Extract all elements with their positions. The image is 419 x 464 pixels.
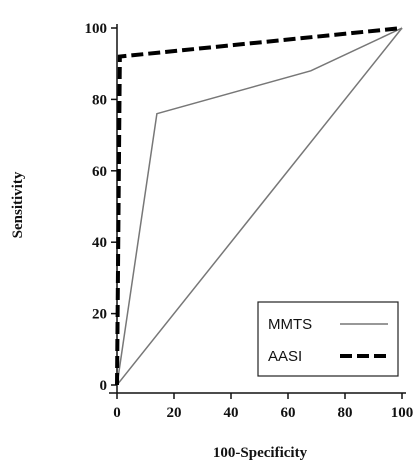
- y-tick-label: 60: [92, 164, 107, 180]
- y-axis-ticks: 0 20 40 60 80 100: [85, 21, 117, 394]
- x-tick-label: 60: [281, 405, 296, 421]
- y-tick-label: 100: [85, 21, 108, 37]
- series-layer: [115, 26, 403, 386]
- y-tick-label: 0: [100, 378, 108, 394]
- x-axis-ticks: 0 20 40 60 80 100: [113, 393, 413, 421]
- reference-diagonal-line: [116, 27, 403, 386]
- x-tick-label: 100: [391, 405, 414, 421]
- legend: MMTS AASI: [257, 301, 399, 377]
- x-tick-label: 0: [113, 405, 121, 421]
- legend-label-aasi: AASI: [268, 348, 302, 365]
- x-tick-label: 80: [338, 405, 353, 421]
- legend-label-mmts: MMTS: [268, 316, 312, 333]
- y-tick-label: 40: [92, 235, 107, 251]
- x-tick-label: 40: [224, 405, 239, 421]
- y-axis-label: Sensitivity: [10, 171, 26, 238]
- series-line-mmts: [116, 27, 403, 386]
- series-line-aasi: [115, 26, 403, 386]
- x-tick-label: 20: [167, 405, 182, 421]
- y-tick-label: 80: [92, 92, 107, 108]
- legend-box: [257, 301, 399, 377]
- x-axis-label: 100-Specificity: [213, 445, 308, 461]
- y-tick-label: 20: [92, 307, 107, 323]
